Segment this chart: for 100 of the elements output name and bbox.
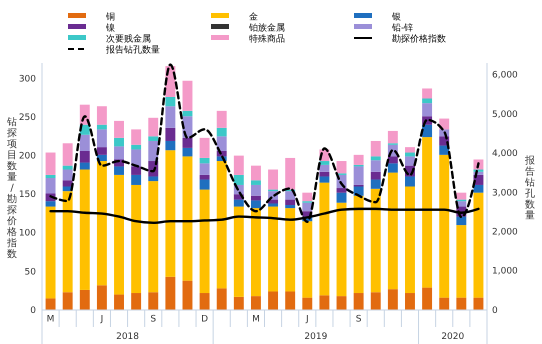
y-tick-label: 100 — [18, 228, 36, 239]
bar — [370, 292, 381, 310]
bar — [250, 180, 261, 185]
bar — [354, 196, 364, 294]
bar — [405, 176, 415, 186]
bar — [46, 178, 56, 194]
bar — [165, 96, 176, 106]
bar — [216, 161, 227, 288]
bar — [370, 180, 381, 189]
bar — [200, 190, 210, 294]
bar — [405, 147, 415, 153]
bar — [148, 292, 158, 310]
text: 2020 — [441, 332, 464, 342]
bar — [62, 292, 73, 310]
text: 钻探项目数量/勘探价格指数 — [7, 117, 17, 260]
bar — [285, 205, 296, 208]
bar — [182, 280, 192, 310]
bar — [473, 192, 484, 298]
y2-tick-label: 5,000 — [492, 110, 518, 120]
bar — [114, 120, 124, 138]
bar — [405, 152, 415, 156]
bar — [388, 156, 398, 164]
bar — [422, 103, 432, 116]
legend-label: 金 — [249, 12, 258, 22]
bar — [165, 140, 176, 150]
bar — [250, 184, 261, 196]
legend-label: 银 — [391, 12, 401, 22]
bar — [200, 293, 210, 310]
bar — [46, 201, 56, 207]
bar — [302, 298, 312, 310]
bar — [370, 172, 381, 180]
bar — [234, 200, 244, 207]
bar — [388, 172, 398, 290]
bar — [439, 154, 450, 298]
bar — [131, 184, 142, 294]
bar — [439, 298, 450, 310]
bar — [182, 110, 192, 116]
y2-tick-label: 3,000 — [492, 188, 518, 198]
bar — [114, 174, 124, 295]
bar — [473, 184, 484, 193]
bar — [216, 136, 227, 151]
bar — [131, 293, 142, 310]
bar — [473, 298, 484, 310]
bar — [319, 182, 330, 296]
legend-label: 镍 — [105, 22, 115, 34]
bar — [148, 136, 158, 141]
bar — [80, 162, 90, 170]
y-tick-label: 150 — [18, 190, 36, 200]
bar — [46, 174, 56, 178]
bar — [96, 129, 107, 148]
bar — [268, 203, 278, 207]
bar — [62, 143, 73, 166]
x-tick-label: S — [150, 314, 156, 324]
bar — [165, 276, 176, 310]
y-tick-label: 0 — [30, 306, 36, 316]
text: 2019 — [304, 332, 328, 342]
line-series — [49, 63, 480, 223]
bar — [319, 176, 330, 183]
bar — [114, 138, 124, 146]
legend-label: 铅-锌 — [391, 22, 414, 34]
bar — [285, 158, 296, 190]
bar — [250, 166, 261, 180]
text: 2018 — [116, 332, 140, 342]
bar — [285, 291, 296, 310]
bar — [62, 170, 73, 180]
bar — [405, 293, 415, 310]
legend-label: 报告钻孔数量 — [105, 44, 160, 56]
bar — [216, 128, 227, 136]
bar — [354, 293, 364, 310]
bar — [234, 206, 244, 297]
bar — [422, 98, 432, 104]
bar — [456, 216, 466, 226]
bar — [148, 176, 158, 182]
legend-label: 次要贱金属 — [106, 34, 151, 44]
bar — [268, 170, 278, 190]
legend-label: 特殊商品 — [249, 34, 285, 44]
bar — [46, 298, 56, 310]
bar — [200, 174, 210, 180]
bar — [388, 289, 398, 310]
y-tick-label: 50 — [24, 267, 36, 278]
y-tick-label: 300 — [18, 74, 36, 84]
legend-label: 勘探价格指数 — [392, 34, 446, 44]
bar — [268, 206, 278, 292]
bar — [46, 152, 56, 175]
bar — [96, 124, 107, 130]
x-tick-label: M — [252, 314, 260, 324]
y-tick-label: 200 — [18, 152, 36, 162]
bar — [456, 298, 466, 310]
bar — [388, 163, 398, 173]
bar — [336, 161, 346, 174]
bar — [354, 166, 364, 185]
bar — [405, 186, 415, 294]
bar — [234, 296, 244, 310]
y-tick-label: 250 — [18, 112, 36, 123]
bar — [388, 130, 398, 144]
bar — [422, 137, 432, 288]
legend-label: 铜 — [105, 12, 115, 22]
y2-tick-label: 4,000 — [492, 149, 518, 160]
bar — [200, 138, 210, 158]
bar — [114, 166, 124, 175]
